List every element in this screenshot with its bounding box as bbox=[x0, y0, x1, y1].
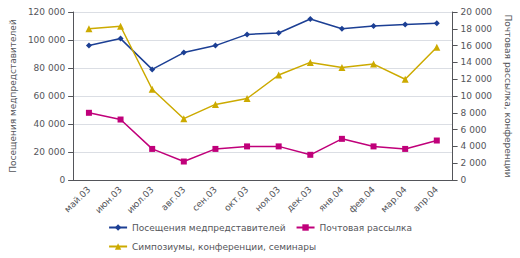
svg-text:20 000: 20 000 bbox=[461, 7, 493, 17]
svg-text:фев.04: фев.04 bbox=[347, 184, 377, 214]
svg-text:60 000: 60 000 bbox=[34, 91, 66, 101]
svg-text:ноя.03: ноя.03 bbox=[253, 184, 282, 213]
svg-text:4 000: 4 000 bbox=[461, 141, 487, 151]
svg-text:80 000: 80 000 bbox=[34, 63, 66, 73]
svg-text:14 000: 14 000 bbox=[461, 57, 493, 67]
svg-text:6 000: 6 000 bbox=[461, 125, 487, 135]
svg-text:40 000: 40 000 bbox=[34, 119, 66, 129]
svg-text:янв.04: янв.04 bbox=[317, 184, 346, 213]
svg-text:Посещения медпредставителей: Посещения медпредставителей bbox=[8, 19, 18, 173]
svg-text:20 000: 20 000 bbox=[34, 147, 66, 157]
svg-text:апр.04: апр.04 bbox=[411, 184, 440, 213]
svg-text:16 000: 16 000 bbox=[461, 41, 493, 51]
svg-text:18 000: 18 000 bbox=[461, 24, 493, 34]
svg-text:мар.04: мар.04 bbox=[379, 184, 409, 214]
svg-text:12 000: 12 000 bbox=[461, 74, 493, 84]
svg-text:дек.03: дек.03 bbox=[285, 184, 314, 213]
svg-text:Симпозиумы, конференции, семин: Симпозиумы, конференции, семинары bbox=[132, 242, 316, 252]
svg-text:Посещения медпредставителей: Посещения медпредставителей bbox=[132, 223, 286, 233]
svg-text:8 000: 8 000 bbox=[461, 108, 487, 118]
svg-text:июл.03: июл.03 bbox=[125, 184, 156, 215]
svg-text:0: 0 bbox=[461, 175, 467, 185]
svg-text:сен.03: сен.03 bbox=[190, 184, 219, 213]
svg-text:Почтовая рассылка, конференции: Почтовая рассылка, конференции bbox=[503, 14, 513, 177]
svg-text:июн.03: июн.03 bbox=[93, 184, 124, 215]
svg-text:окт.03: окт.03 bbox=[222, 184, 251, 213]
svg-text:100 000: 100 000 bbox=[28, 35, 65, 45]
svg-text:0: 0 bbox=[59, 175, 65, 185]
svg-text:авг.03: авг.03 bbox=[159, 184, 187, 212]
svg-text:май.03: май.03 bbox=[62, 184, 92, 214]
svg-text:120 000: 120 000 bbox=[28, 7, 65, 17]
svg-text:10 000: 10 000 bbox=[461, 91, 493, 101]
svg-text:2 000: 2 000 bbox=[461, 158, 487, 168]
svg-text:Почтовая рассылка: Почтовая рассылка bbox=[320, 223, 412, 233]
